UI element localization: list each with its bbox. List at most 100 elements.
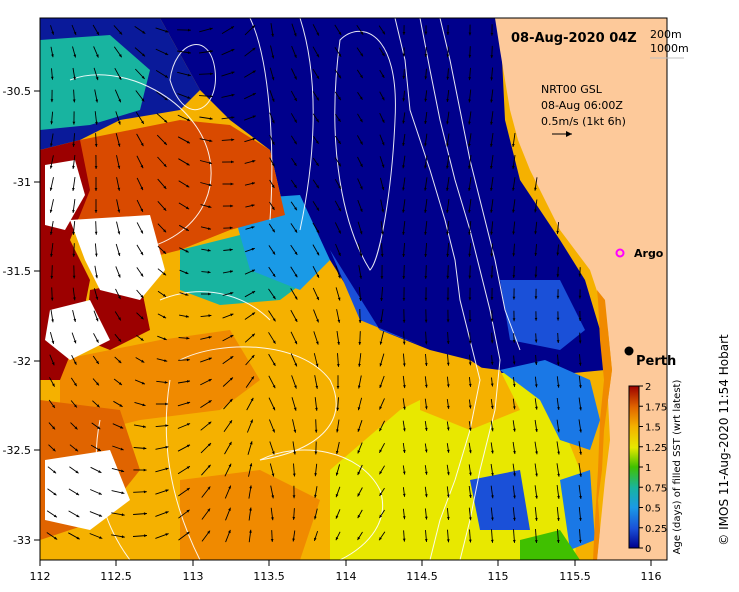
current-arrow-head [98, 514, 103, 517]
current-arrow-head [402, 471, 406, 475]
current-arrow-head [358, 342, 362, 345]
current-arrow-head [535, 429, 538, 432]
current-arrow-head [512, 143, 515, 147]
current-arrow-head [271, 517, 274, 521]
current-arrow-head [402, 53, 406, 57]
current-arrow-head [76, 514, 80, 518]
current-arrow-head [468, 340, 472, 344]
current-arrow-head [512, 231, 515, 235]
current-arrow-head [271, 55, 275, 59]
current-arrow-head [98, 492, 102, 495]
current-arrow-head [294, 341, 297, 345]
current-arrow-head [271, 206, 275, 210]
current-arrow-head [208, 314, 212, 318]
current-arrow-head [556, 540, 560, 543]
current-arrow-head [579, 385, 582, 389]
current-arrow-head [73, 361, 77, 365]
current-arrow-head [231, 93, 235, 97]
current-arrow-head [118, 76, 122, 80]
current-arrow-head [207, 443, 211, 447]
current-arrow-head [468, 539, 472, 543]
current-arrow-head [50, 253, 53, 257]
current-arrow-head [535, 451, 538, 455]
current-arrow-head [468, 253, 472, 257]
blue-region [160, 18, 605, 380]
current-arrow-head [118, 295, 121, 300]
current-arrow-head [163, 185, 167, 189]
current-arrow-head [230, 313, 234, 317]
current-arrow-head [294, 363, 297, 367]
current-arrow-head [207, 227, 211, 230]
current-arrow-head [140, 316, 144, 320]
current-arrow-head [250, 419, 253, 423]
current-arrow-head [99, 536, 103, 539]
current-arrow-head [335, 450, 339, 454]
current-arrow-head [164, 359, 168, 362]
current-arrow-head [468, 405, 472, 409]
current-arrow-head [424, 31, 428, 35]
current-arrow-head [314, 451, 318, 455]
current-arrow-head [556, 274, 560, 278]
current-arrow-head [446, 99, 449, 102]
current-arrow-head [402, 187, 405, 191]
current-arrow-head [556, 317, 560, 321]
colorbar-tick-label: 1 [645, 463, 651, 474]
current-arrow-head [143, 490, 147, 494]
current-arrow-head [249, 441, 253, 445]
current-arrow-head [208, 379, 212, 382]
current-arrow-head [271, 495, 275, 499]
y-tick-label: -32.5 [3, 444, 31, 457]
current-arrow-head [557, 451, 560, 455]
current-arrow-head [228, 441, 232, 446]
current-arrow-head [165, 511, 169, 514]
current-arrow-head [491, 450, 494, 454]
current-arrow-head [402, 75, 406, 79]
current-arrow-head [534, 540, 538, 543]
current-arrow-head [424, 254, 428, 257]
current-arrow-head [534, 231, 537, 235]
current-arrow-head [272, 340, 276, 344]
current-arrow-head [208, 161, 212, 165]
current-arrow-head [579, 407, 582, 411]
current-arrow-head [535, 517, 538, 521]
current-arrow-head [468, 275, 472, 279]
current-arrow-head [140, 294, 144, 298]
current-arrow-head [513, 450, 516, 454]
current-arrow-head [208, 421, 212, 425]
current-arrow-head [162, 315, 167, 319]
current-arrow-head [534, 187, 537, 191]
current-arrow-head [95, 296, 99, 300]
current-arrow-head [446, 405, 450, 409]
current-arrow-head [446, 539, 450, 543]
current-arrow-head [52, 448, 56, 452]
current-arrow-head [73, 54, 77, 58]
current-arrow-head [72, 99, 76, 103]
colorbar-tick-label: 1.25 [645, 443, 667, 454]
current-arrow-head [50, 99, 54, 103]
current-arrow-head [316, 319, 319, 323]
current-arrow-head [252, 160, 256, 163]
current-arrow-head [117, 165, 121, 169]
current-arrow-head [512, 275, 516, 278]
current-arrow-head [164, 119, 168, 123]
current-arrow-head [165, 52, 169, 55]
current-arrow-head [117, 231, 121, 235]
current-arrow-head [446, 427, 450, 431]
current-arrow-head [249, 507, 252, 511]
current-arrow-head [140, 165, 144, 169]
current-arrow-head [424, 209, 427, 213]
current-arrow-head [142, 403, 146, 407]
current-arrow-head [186, 162, 190, 166]
current-arrow-head [75, 448, 79, 452]
current-arrow-head [73, 76, 76, 80]
current-arrow-head [534, 339, 538, 343]
current-arrow-head [119, 31, 123, 35]
current-arrow-head [379, 537, 382, 541]
current-arrow-head [337, 341, 340, 345]
current-arrow-head [337, 319, 341, 323]
current-arrow-head [468, 383, 472, 387]
current-arrow-head [424, 494, 428, 498]
current-arrow-head [272, 362, 276, 366]
current-arrow-head [469, 517, 472, 521]
current-arrow-head [424, 319, 428, 323]
